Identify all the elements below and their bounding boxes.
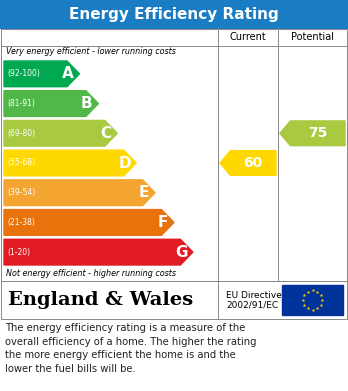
Text: G: G	[175, 245, 188, 260]
Text: (55-68): (55-68)	[7, 158, 35, 167]
Text: 75: 75	[308, 126, 327, 140]
Text: 2002/91/EC: 2002/91/EC	[226, 301, 278, 310]
Text: Not energy efficient - higher running costs: Not energy efficient - higher running co…	[6, 269, 176, 278]
Bar	[0, 0, 348, 28]
Text: (21-38): (21-38)	[7, 218, 35, 227]
Polygon shape	[4, 150, 136, 176]
Text: B: B	[81, 96, 93, 111]
Text: England & Wales: England & Wales	[8, 291, 193, 309]
Bar	[1, 29, 347, 281]
Text: (1-20): (1-20)	[7, 248, 30, 256]
Polygon shape	[4, 180, 155, 206]
Text: (81-91): (81-91)	[7, 99, 35, 108]
Text: Energy Efficiency Rating: Energy Efficiency Rating	[69, 7, 279, 22]
Text: E: E	[139, 185, 149, 200]
Text: 60: 60	[244, 156, 263, 170]
Polygon shape	[280, 121, 345, 145]
Polygon shape	[4, 120, 117, 146]
Bar	[282, 285, 343, 315]
Polygon shape	[4, 239, 193, 265]
Text: D: D	[118, 156, 131, 170]
Text: Very energy efficient - lower running costs: Very energy efficient - lower running co…	[6, 47, 176, 57]
Text: EU Directive: EU Directive	[226, 291, 282, 300]
Polygon shape	[4, 91, 98, 117]
Polygon shape	[220, 151, 276, 175]
Polygon shape	[4, 210, 174, 235]
Bar	[1, 281, 347, 319]
Text: Potential: Potential	[291, 32, 334, 42]
Text: The energy efficiency rating is a measure of the
overall efficiency of a home. T: The energy efficiency rating is a measur…	[5, 323, 256, 374]
Text: Current: Current	[230, 32, 266, 42]
Text: A: A	[62, 66, 74, 81]
Text: (92-100): (92-100)	[7, 69, 40, 78]
Text: (39-54): (39-54)	[7, 188, 35, 197]
Text: F: F	[157, 215, 168, 230]
Text: (69-80): (69-80)	[7, 129, 35, 138]
Polygon shape	[4, 61, 79, 87]
Text: C: C	[100, 126, 111, 141]
